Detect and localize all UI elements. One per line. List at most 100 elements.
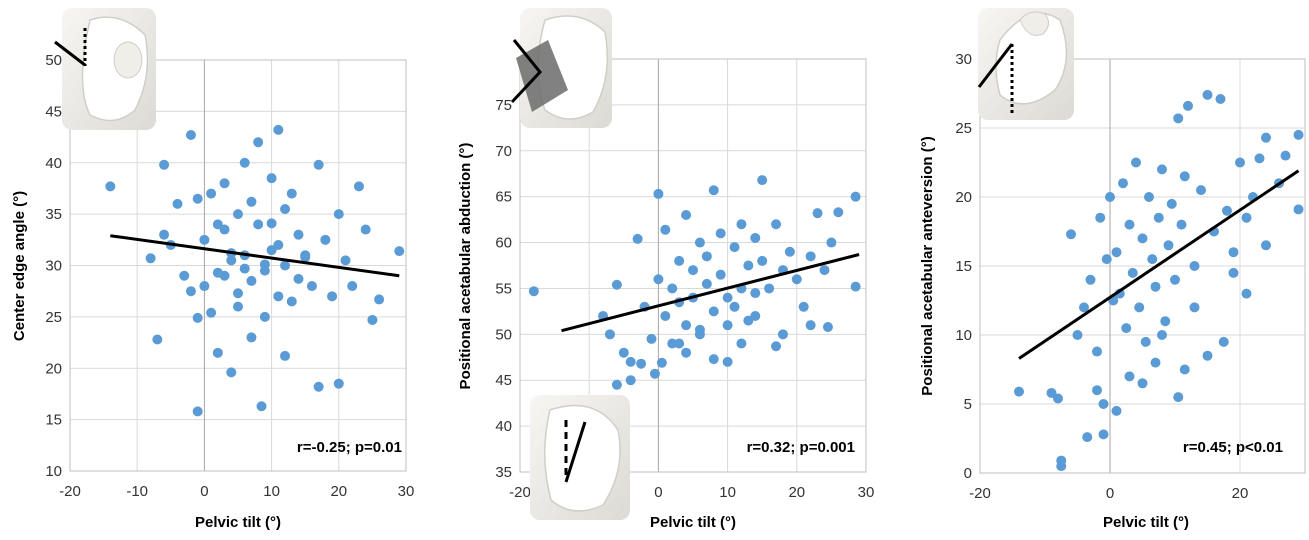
trendline [110, 234, 400, 278]
data-point [750, 310, 761, 321]
pelvis-thumbnail-top [510, 8, 612, 128]
y-tick-label: 40 [45, 155, 62, 172]
data-point [152, 334, 163, 345]
data-point [715, 228, 726, 239]
data-point [722, 356, 733, 367]
data-point [256, 401, 267, 412]
acetabular-anteversion-panel: 0 5 10 15 20 25 30 -20 0 20 [955, 8, 1306, 502]
data-point [611, 279, 622, 290]
y-tick-label: 45 [45, 103, 62, 120]
y-tick-label: 25 [955, 120, 972, 137]
data-point [192, 193, 203, 204]
data-point [246, 196, 257, 207]
data-point [293, 273, 304, 284]
data-point [822, 321, 833, 332]
data-point [253, 137, 264, 148]
pelvis-thumbnail-bottom [530, 395, 630, 520]
data-point [1121, 323, 1132, 334]
data-point [708, 185, 719, 196]
data-point [694, 237, 705, 248]
data-point [199, 234, 210, 245]
correlation-annotation: r=0.32; p=0.001 [747, 439, 855, 456]
plot-area: 0 5 10 15 20 25 30 -20 0 20 [955, 51, 1306, 502]
data-point [805, 320, 816, 331]
y-axis-title: Positional acetabular anteversion (°) [919, 136, 936, 395]
data-point [1111, 405, 1122, 416]
data-point [1166, 198, 1177, 209]
data-point [1176, 219, 1187, 230]
data-point [1124, 371, 1135, 382]
data-point [1189, 302, 1200, 313]
data-point [280, 203, 291, 214]
y-tick-label: 60 [495, 235, 512, 252]
data-point [694, 329, 705, 340]
data-point [764, 283, 775, 294]
y-axis-title: Positional acetabular abduction (°) [457, 143, 474, 390]
data-point [1098, 429, 1109, 440]
x-tick-label: 20 [788, 484, 805, 501]
data-point [246, 332, 257, 343]
data-point [394, 246, 405, 257]
y-tick-label: 5 [964, 396, 972, 413]
data-point [1144, 192, 1154, 202]
data-point [185, 130, 196, 141]
data-point [653, 188, 664, 199]
data-point [233, 209, 243, 220]
y-tick-label: 10 [45, 463, 62, 480]
x-tick-label: 0 [1106, 485, 1114, 502]
data-point [750, 232, 761, 243]
data-point [233, 301, 243, 312]
data-point [1196, 185, 1206, 196]
data-point [833, 207, 844, 218]
y-tick-label: 75 [495, 97, 512, 114]
data-point [1183, 100, 1193, 111]
y-tick-label: 0 [964, 465, 972, 482]
data-point [333, 378, 344, 389]
data-point [1124, 219, 1135, 230]
data-point [1163, 240, 1174, 251]
data-point [1189, 261, 1200, 271]
data-point [791, 274, 802, 285]
pelvis-thumbnail [977, 8, 1074, 120]
data-point [280, 260, 291, 271]
x-tick-label: 30 [398, 483, 415, 500]
data-point [1261, 240, 1271, 251]
data-point [179, 270, 190, 281]
data-point [715, 269, 726, 280]
data-point [206, 188, 217, 199]
data-point [850, 281, 861, 292]
x-tick-label: -10 [126, 483, 148, 500]
data-point [105, 181, 116, 192]
y-tick-label: 25 [45, 309, 62, 326]
data-point [1261, 132, 1271, 143]
data-point [1293, 204, 1304, 215]
data-point [771, 219, 782, 230]
y-tick-label: 30 [955, 51, 972, 68]
data-point [360, 224, 371, 235]
data-point [374, 294, 385, 305]
data-point [239, 263, 250, 274]
data-point [1082, 432, 1093, 443]
data-point [1127, 267, 1138, 278]
data-point [233, 288, 243, 299]
data-point [743, 260, 754, 271]
y-tick-label: 70 [495, 143, 512, 160]
data-point [1228, 267, 1239, 278]
data-point [1241, 212, 1252, 223]
trendline [1018, 169, 1300, 360]
y-tick-label: 35 [495, 464, 512, 481]
data-point [1101, 254, 1112, 265]
x-axis-title: Pelvic tilt (°) [195, 514, 281, 531]
data-point [1157, 330, 1167, 340]
data-point [226, 367, 237, 378]
data-point [1173, 113, 1184, 124]
data-point [320, 234, 331, 245]
x-tick-label: -20 [59, 483, 81, 500]
data-point [1140, 336, 1151, 347]
data-point [681, 320, 692, 331]
data-point [1053, 393, 1063, 404]
y-tick-label: 20 [45, 360, 62, 377]
data-point [646, 333, 657, 344]
data-point [1153, 212, 1164, 223]
data-point [353, 181, 364, 192]
